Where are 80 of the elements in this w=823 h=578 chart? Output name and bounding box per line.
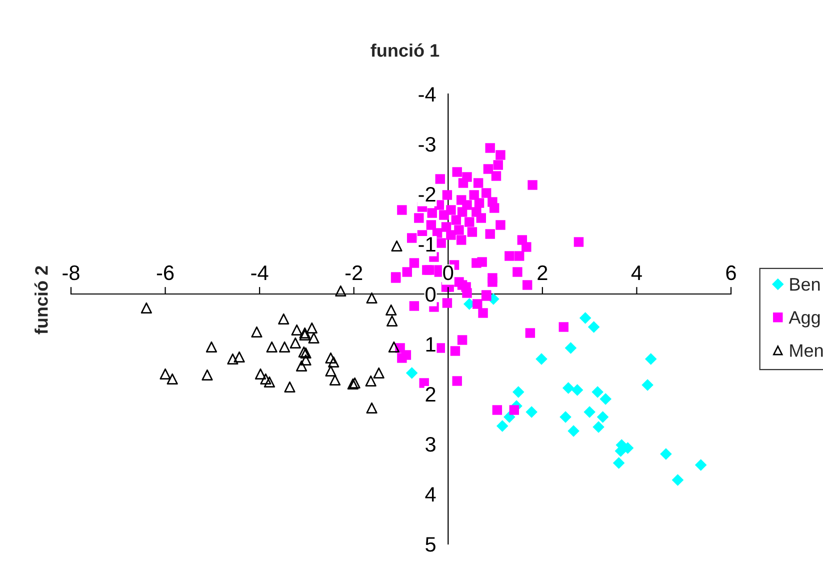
point bbox=[279, 341, 290, 353]
point bbox=[366, 292, 378, 304]
point bbox=[335, 285, 346, 297]
point bbox=[564, 342, 577, 354]
x-tick-label: 4 bbox=[631, 266, 642, 280]
point bbox=[264, 376, 276, 388]
point bbox=[612, 457, 625, 469]
point bbox=[365, 375, 376, 387]
point bbox=[306, 322, 318, 334]
y-axis-title: funció 2 bbox=[34, 266, 48, 334]
point bbox=[660, 448, 672, 460]
x-tick-label: -2 bbox=[346, 265, 362, 280]
point bbox=[579, 312, 592, 324]
point bbox=[373, 367, 384, 379]
point bbox=[206, 341, 218, 353]
point bbox=[366, 402, 378, 414]
y-tick-label: -1 bbox=[418, 237, 436, 252]
point bbox=[536, 353, 548, 365]
point bbox=[291, 324, 302, 336]
x-tick-label: 6 bbox=[726, 265, 736, 280]
point bbox=[388, 341, 400, 353]
y-tick-label: 3 bbox=[426, 437, 436, 452]
legend-label: Men bbox=[790, 344, 823, 357]
point bbox=[592, 421, 604, 433]
point bbox=[325, 352, 336, 364]
point bbox=[592, 386, 604, 398]
point bbox=[644, 353, 657, 365]
legend-label: Ben bbox=[790, 278, 820, 291]
point bbox=[386, 315, 398, 327]
point bbox=[642, 379, 654, 391]
point bbox=[266, 341, 278, 353]
point bbox=[386, 304, 397, 316]
point bbox=[571, 384, 584, 396]
point bbox=[300, 354, 312, 366]
point bbox=[694, 459, 707, 471]
point bbox=[328, 356, 340, 368]
point bbox=[325, 365, 336, 377]
point bbox=[284, 381, 296, 393]
y-tick-label: 5 bbox=[426, 537, 436, 552]
point bbox=[227, 353, 238, 365]
y-tick-label: 1 bbox=[426, 337, 436, 352]
x-tick-label: -6 bbox=[156, 265, 174, 280]
point bbox=[584, 406, 596, 418]
y-tick-label: -4 bbox=[418, 87, 436, 102]
point bbox=[202, 369, 213, 381]
point bbox=[296, 360, 308, 372]
point bbox=[562, 382, 574, 394]
point bbox=[526, 406, 538, 418]
point bbox=[160, 368, 171, 380]
x-tick-label: 2 bbox=[538, 265, 548, 280]
legend-label: Agg bbox=[788, 311, 820, 328]
x-tick-label: -4 bbox=[251, 266, 268, 280]
point bbox=[496, 420, 508, 432]
point bbox=[568, 425, 580, 437]
x-axis-title: funció 1 bbox=[370, 43, 440, 57]
y-tick-label: -3 bbox=[418, 137, 436, 152]
x-tick-label: 0 bbox=[443, 265, 454, 280]
point bbox=[251, 326, 262, 338]
point bbox=[166, 373, 178, 385]
y-tick-label: 0 bbox=[426, 287, 436, 302]
point bbox=[672, 474, 684, 486]
point bbox=[596, 411, 609, 423]
point bbox=[260, 373, 272, 385]
y-tick-label: 2 bbox=[426, 387, 436, 402]
x-tick-label: -8 bbox=[62, 265, 80, 280]
point bbox=[391, 240, 402, 252]
point bbox=[512, 386, 524, 398]
point bbox=[308, 332, 320, 344]
point bbox=[254, 368, 266, 380]
point bbox=[560, 411, 572, 423]
point bbox=[290, 337, 301, 349]
y-tick-label: -2 bbox=[418, 187, 436, 202]
point bbox=[406, 367, 418, 379]
point bbox=[234, 351, 245, 363]
point bbox=[278, 313, 290, 325]
point bbox=[329, 374, 341, 386]
point bbox=[140, 302, 152, 314]
point bbox=[600, 393, 612, 405]
point bbox=[588, 321, 600, 333]
y-tick-label: 4 bbox=[425, 487, 436, 502]
